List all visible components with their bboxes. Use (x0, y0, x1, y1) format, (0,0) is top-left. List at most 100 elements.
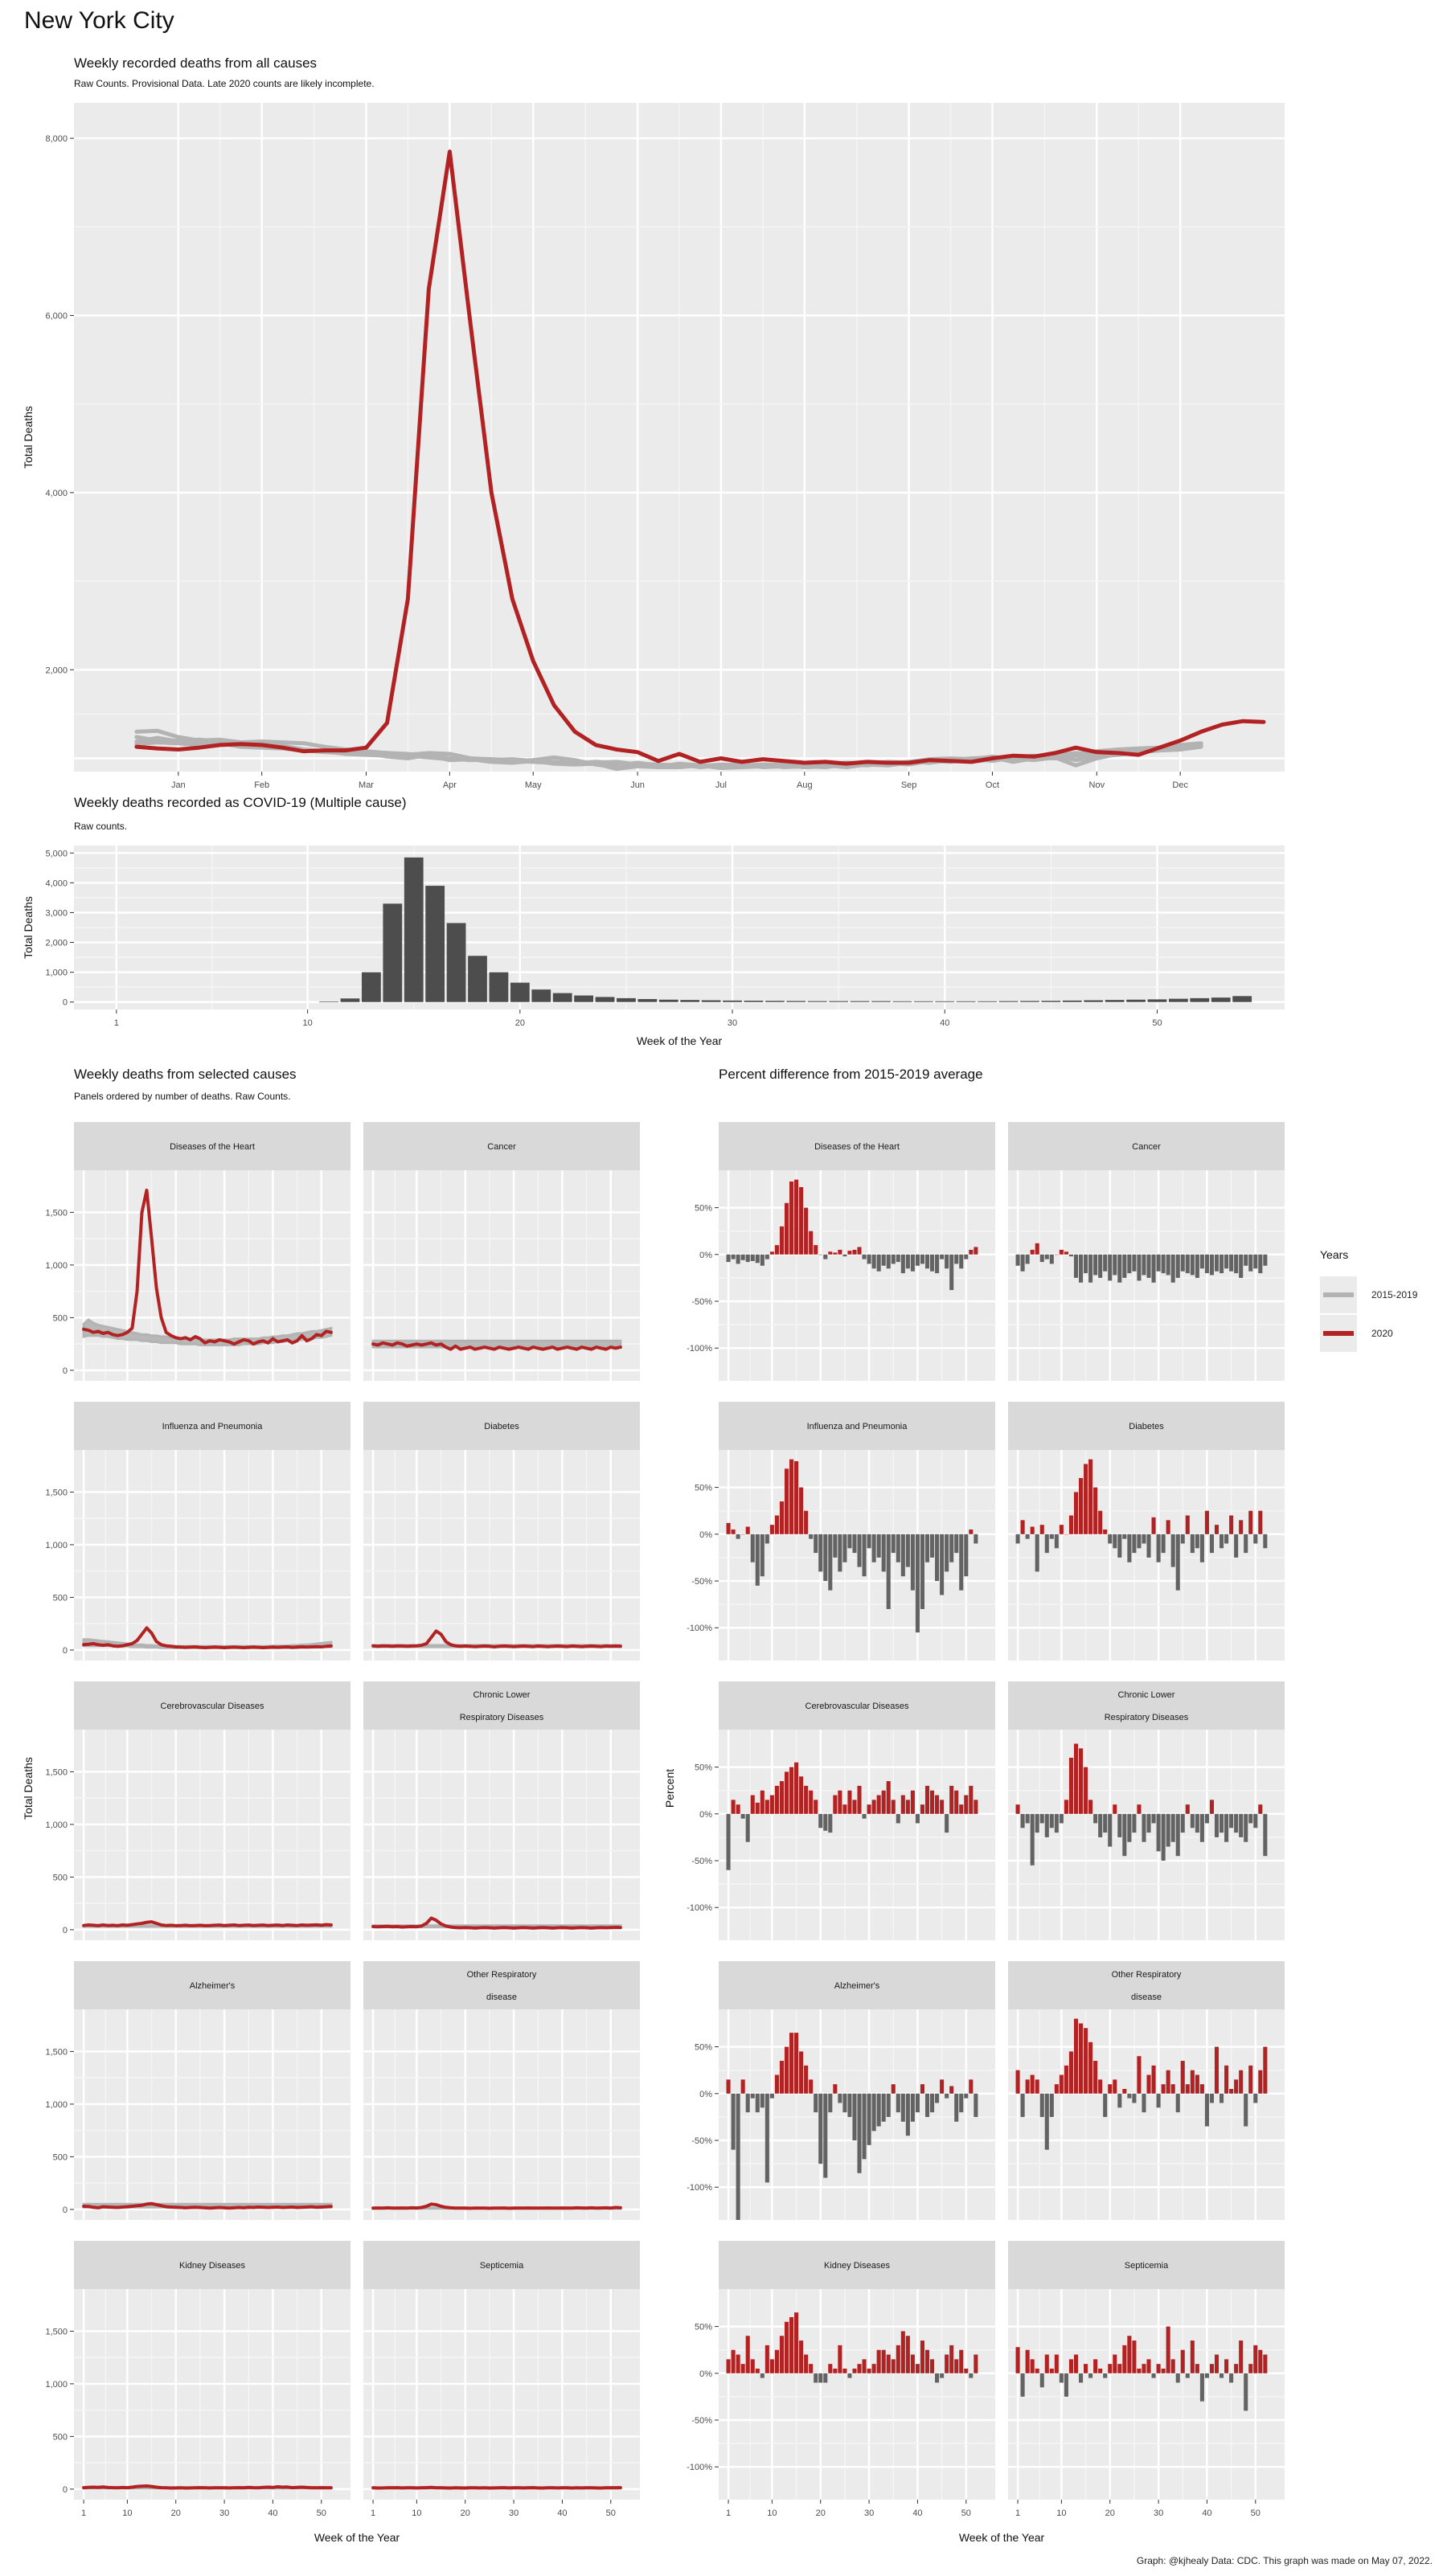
series-line-2020 (371, 1916, 622, 1930)
pct-diff-bar (974, 2354, 978, 2373)
by-cause-strip (74, 2241, 350, 2289)
by-cause-panel-bg (74, 1170, 350, 1381)
pct-diff-bar (1137, 2056, 1142, 2094)
pct-diff-bar (1248, 2065, 1253, 2094)
series-line-2020 (134, 149, 1266, 766)
pct-diff-bar (1044, 1534, 1049, 1554)
pct-diff-strip (719, 1961, 995, 2009)
pct-diff-bar (842, 1254, 847, 1257)
by-cause-xtick-label: 10 (122, 2508, 132, 2518)
by-cause-ytick-label: 1,500 (45, 2327, 68, 2336)
pct-diff-strip (719, 1681, 995, 1730)
pct-diff-bar (945, 1534, 949, 1572)
pct-diff-bar (745, 1254, 750, 1263)
pct-diff-bar (896, 1534, 900, 1562)
pct-diff-xlabel: Week of the Year (959, 2531, 1045, 2544)
pct-diff-bar (969, 1785, 974, 1814)
covid-bar (637, 999, 658, 1002)
legend: Years 2015-2019 2020 (1320, 1248, 1418, 1352)
by-cause-strip-label: Cerebrovascular Diseases (161, 1702, 264, 1711)
pct-diff-bar (1122, 2088, 1127, 2094)
pct-diff-bar (1088, 1800, 1093, 1814)
pct-diff-bar (940, 1800, 945, 1814)
pct-diff-bar (915, 1813, 920, 1824)
pct-diff-bar (1156, 2093, 1161, 2108)
pct-diff-bar (1199, 1254, 1204, 1269)
all-causes-xtick-label: Mar (359, 780, 374, 790)
pct-diff-bar (769, 1525, 774, 1534)
pct-diff-bar (1122, 1534, 1127, 1539)
covid-bar (807, 1001, 827, 1002)
pct-diff-bar (920, 1254, 925, 1264)
pct-diff-bar (920, 2084, 925, 2094)
all-causes-xtick-label: Apr (443, 780, 457, 790)
pct-diff-bar (1132, 1254, 1137, 1272)
pct-diff-bar (1224, 1813, 1229, 1842)
pct-diff-bar (1214, 2354, 1219, 2373)
pct-diff-ytick-label: 50% (695, 2323, 712, 2332)
pct-diff-bar (862, 2359, 867, 2373)
pct-diff-bar (905, 2093, 910, 2136)
pct-diff-xtick-label: 20 (1105, 2508, 1115, 2518)
all-causes-ytick-label: 4,000 (45, 489, 68, 498)
all-causes-xtick-label: Oct (986, 780, 999, 790)
pct-diff-bar (867, 1804, 871, 1814)
pct-diff-bar (891, 2084, 896, 2094)
pct-diff-bar (760, 1534, 764, 1577)
by-cause-ylabel: Total Deaths (22, 1757, 35, 1820)
pct-diff-bar (945, 1813, 949, 1833)
pct-diff-bar (779, 1226, 784, 1255)
pct-diff-bar (1195, 1254, 1199, 1278)
pct-diff-bar (1025, 1254, 1030, 1264)
pct-diff-bar (1204, 1510, 1209, 1534)
pct-diff-bar (1229, 1515, 1234, 1534)
pct-diff-bar (1127, 1254, 1132, 1274)
pct-diff-bar (1098, 1254, 1103, 1278)
pct-diff-bar (838, 1790, 842, 1814)
pct-diff-bar (814, 1245, 818, 1255)
pct-diff-bar (871, 1254, 876, 1269)
pct-diff-ytick-label: -100% (687, 1903, 712, 1913)
by-cause-xtick-label: 1 (81, 2508, 86, 2518)
pct-diff-bar (881, 1534, 886, 1572)
pct-diff-bar (1073, 1492, 1079, 1534)
by-cause-ytick-label: 1,500 (45, 1208, 68, 1218)
covid-ytick-label: 0 (63, 998, 68, 1008)
pct-diff-ytick-label: -100% (687, 1624, 712, 1633)
pct-diff-bar (769, 1795, 774, 1814)
pct-diff-bar (1190, 1813, 1195, 1829)
pct-diff-bar (1219, 2093, 1224, 2103)
pct-diff-bar (726, 1813, 731, 1870)
pct-diff-ylabel: Percent (663, 1769, 676, 1808)
pct-diff-bar (1030, 1813, 1035, 1865)
pct-diff-bar (1142, 2093, 1146, 2113)
pct-diff-strip-label: Diseases of the Heart (814, 1142, 900, 1152)
pct-diff-xtick-label: 30 (1154, 2508, 1163, 2518)
pct-diff-title: Percent difference from 2015-2019 averag… (719, 1067, 983, 1082)
pct-diff-bar (1015, 1804, 1020, 1814)
pct-diff-bar (784, 1771, 789, 1814)
pct-diff-xtick-label: 40 (1202, 2508, 1211, 2518)
covid-ylabel: Total Deaths (22, 896, 35, 959)
covid-bar (468, 956, 487, 1002)
by-cause-ytick-label: 1,000 (45, 1261, 68, 1271)
pct-diff-bar (1224, 2359, 1229, 2373)
pct-diff-bar (760, 1254, 764, 1266)
pct-diff-bar (871, 2093, 876, 2132)
pct-diff-bar (1209, 2364, 1215, 2373)
pct-diff-xtick-label: 50 (961, 2508, 971, 2518)
pct-diff-bar (750, 1254, 755, 1261)
pct-diff-bar (1151, 1813, 1156, 1824)
pct-diff-bar (794, 2312, 799, 2373)
pct-diff-bar (1068, 1515, 1073, 1534)
all-causes-xtick-label: Sep (901, 780, 917, 790)
pct-diff-bar (764, 1800, 769, 1814)
pct-diff-bar (876, 1534, 881, 1558)
page-title: New York City (24, 7, 174, 34)
pct-diff-bar (1146, 2074, 1151, 2094)
pct-diff-bar (886, 1781, 891, 1814)
pct-diff-bar (1146, 1813, 1151, 1833)
pct-diff-bar (924, 2093, 930, 2117)
pct-diff-bar (1068, 1757, 1073, 1814)
pct-diff-ytick-label: 50% (695, 1204, 712, 1214)
